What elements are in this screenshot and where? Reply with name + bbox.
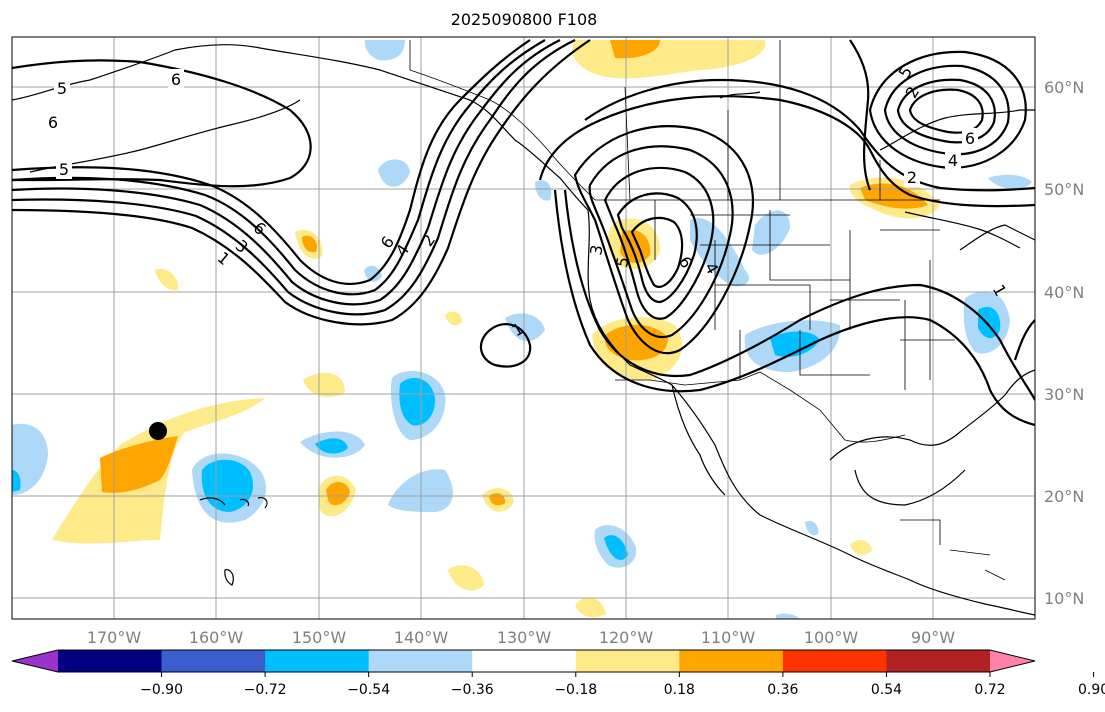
negative-anomaly-region <box>12 423 48 495</box>
colorbar-tick-label: 0.54 <box>871 682 902 698</box>
isoline-label: 6 <box>171 70 181 89</box>
colorbar-bin <box>368 650 473 672</box>
negative-anomaly-region <box>752 210 790 255</box>
positive-anomaly-region <box>572 40 766 79</box>
positive-anomaly-region <box>610 40 660 59</box>
colorbar-bin <box>161 650 266 672</box>
colorbar-extension-high <box>990 650 1035 672</box>
negative-anomaly-region <box>505 313 545 342</box>
positive-anomaly-region <box>448 565 484 591</box>
colorbar-segments <box>12 650 1035 672</box>
negative-anomaly-region <box>378 159 410 187</box>
negative-anomaly-region <box>805 520 819 536</box>
figure-title: 2025090800 F108 <box>451 10 598 29</box>
negative-anomaly-region <box>399 377 436 426</box>
isolines <box>12 39 1035 427</box>
isoline-label: 4 <box>392 241 413 260</box>
positive-anomaly-region <box>850 539 872 555</box>
colorbar-tick-label: −0.90 <box>140 682 183 698</box>
location-marker <box>149 422 167 440</box>
negative-anomaly-region <box>12 470 21 492</box>
colorbar-bin <box>886 650 991 672</box>
isoline-label: 6 <box>48 113 58 132</box>
isoline-label: 5 <box>612 255 632 268</box>
colorbar-bin <box>782 650 887 672</box>
lon-label: 120°W <box>599 628 654 647</box>
lon-label: 130°W <box>497 628 552 647</box>
positive-anomaly-region <box>326 481 350 506</box>
isoline-label: 4 <box>948 151 958 170</box>
positive-anomaly-region <box>575 597 606 618</box>
positive-anomaly-region <box>155 268 179 291</box>
colorbar-outline <box>11 649 1036 673</box>
lon-label: 100°W <box>804 628 859 647</box>
colorbar-tick-label: −0.54 <box>347 682 390 698</box>
colorbar-bin <box>58 650 163 672</box>
negative-anomaly-region <box>978 306 1001 339</box>
positive-anomaly-region <box>100 436 178 493</box>
isoline-label: 5 <box>59 160 69 179</box>
colorbar-extension-low <box>12 650 58 672</box>
negative-anomaly-region <box>988 174 1032 190</box>
isoline-label: 5 <box>57 79 67 98</box>
colorbar-tick-label: −0.36 <box>451 682 494 698</box>
colorbar-tick-label: −0.72 <box>244 682 287 698</box>
negative-anomaly-region <box>364 40 405 61</box>
negative-anomaly-region <box>388 469 453 512</box>
lat-label: 40°N <box>1044 283 1084 302</box>
map-frame <box>11 36 1036 620</box>
negative-anomaly-region <box>535 180 552 201</box>
longitude-labels: 170°W 160°W 150°W 140°W 130°W 120°W 110°… <box>87 628 955 647</box>
lon-label: 90°W <box>911 628 955 647</box>
isoline-label: 3 <box>586 243 606 256</box>
isoline-label: 2 <box>907 168 917 187</box>
colorbar-tick-label: −0.18 <box>554 682 597 698</box>
colorbar-bin <box>575 650 680 672</box>
colorbar: −0.90 −0.72 −0.54 −0.36 −0.18 0.18 0.36 0.54 0.7… <box>11 649 1105 698</box>
isoline-label: 1 <box>214 248 234 269</box>
lon-label: 140°W <box>394 628 449 647</box>
colorbar-bin <box>679 650 784 672</box>
negative-anomaly-region <box>690 218 750 287</box>
isoline-label: 6 <box>965 129 975 148</box>
lat-label: 60°N <box>1044 78 1084 97</box>
negative-anomaly-region <box>315 438 348 454</box>
lon-label: 160°W <box>189 628 244 647</box>
colorbar-tick-label: 0.90 <box>1078 682 1105 698</box>
positive-anomaly-region <box>302 235 318 253</box>
positive-anomaly-region <box>445 311 462 326</box>
lat-label: 50°N <box>1044 180 1084 199</box>
lat-label: 10°N <box>1044 589 1084 608</box>
positive-anomaly-region <box>860 183 928 209</box>
coastlines <box>12 44 1035 616</box>
negative-anomaly-region <box>776 613 800 619</box>
negative-anomaly-region <box>604 535 628 560</box>
lon-label: 170°W <box>87 628 142 647</box>
lat-label: 20°N <box>1044 487 1084 506</box>
colorbar-bin <box>265 650 370 672</box>
colorbar-ticks: −0.90 −0.72 −0.54 −0.36 −0.18 0.18 0.36 0.54 0.7… <box>140 672 1105 698</box>
colorbar-tick-label: 0.72 <box>974 682 1005 698</box>
latitude-labels: 60°N 50°N 40°N 30°N 20°N 10°N <box>1044 78 1084 608</box>
isoline-label: 6 <box>250 218 270 239</box>
colorbar-tick-label: 0.36 <box>767 682 798 698</box>
negative-anomaly-region <box>770 331 820 357</box>
lon-label: 110°W <box>701 628 756 647</box>
lat-lon-grid <box>12 37 1035 619</box>
colorbar-bin <box>472 650 577 672</box>
lon-label: 150°W <box>292 628 347 647</box>
positive-anomaly-region <box>303 372 345 397</box>
lat-label: 30°N <box>1044 385 1084 404</box>
negative-anomaly-region <box>364 265 382 282</box>
colorbar-tick-label: 0.18 <box>664 682 695 698</box>
map-panel: 5 6 6 5 6 1 3 6 4 2 1 3 5 6 4 1 2 <box>11 36 1036 620</box>
